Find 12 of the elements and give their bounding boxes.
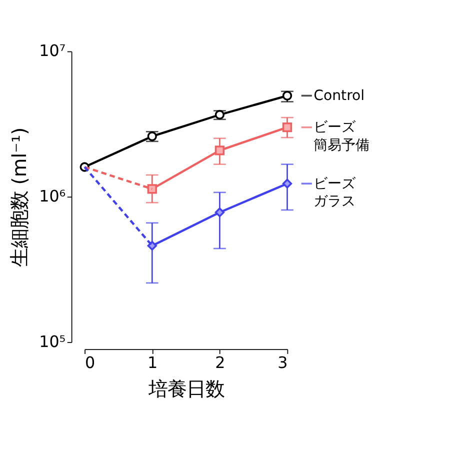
x-axis-title: 培養日数 [147,377,224,400]
x-tick-label: 2 [215,353,226,372]
x-tick-label: 1 [148,353,158,372]
legend-label: ビーズ簡易予備 [314,120,370,154]
x-tick-label: 0 [85,353,96,372]
legend-label: ビーズガラス [314,176,357,210]
x-tick-label: 3 [278,353,288,372]
legend-label: Control [314,88,365,104]
y-tick-label: 10⁷ [39,41,66,60]
y-tick-label: 10⁶ [39,186,66,206]
y-axis-title: 生細胞数 (ml⁻¹) [8,127,31,267]
y-tick-label: 10⁵ [39,332,66,351]
